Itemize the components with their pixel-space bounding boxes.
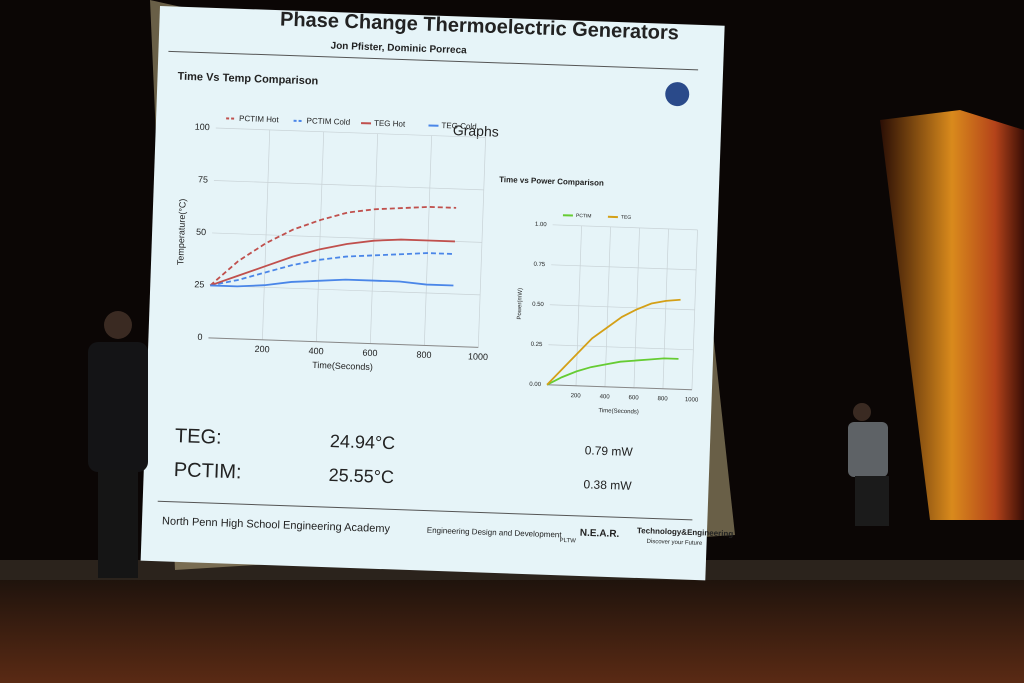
x-tick-label: 600 xyxy=(628,395,639,401)
footer-pltw: PLTW xyxy=(559,538,576,545)
title-rule xyxy=(168,50,699,71)
result-cell: 0.79 mW xyxy=(585,443,634,459)
y-axis-label: Temperature(°C) xyxy=(175,198,187,265)
grid-line xyxy=(552,224,698,231)
grid-line xyxy=(691,229,698,390)
chart: Time vs Power Comparison 0.00 0.25 0.50 0.75… xyxy=(499,175,699,415)
x-axis-label: Time(Seconds) xyxy=(598,408,639,415)
grid-line xyxy=(316,131,325,342)
series-line xyxy=(546,357,679,386)
legend-label: PCTIM Cold xyxy=(306,116,350,127)
grid-line xyxy=(575,225,582,386)
series-line xyxy=(546,298,681,386)
chart-title: Time vs Power Comparison xyxy=(499,175,604,188)
grid-line xyxy=(477,137,486,348)
result-cell: 0.38 mW xyxy=(583,477,632,493)
curtain xyxy=(880,110,1024,520)
series-line xyxy=(210,252,455,287)
y-axis-label: Power(mW) xyxy=(517,288,524,320)
x-axis-label: Time(Seconds) xyxy=(312,360,373,372)
y-tick-label: 50 xyxy=(196,227,206,237)
x-tick-label: 200 xyxy=(254,344,269,355)
chart-title: Time Vs Temp Comparison xyxy=(177,71,318,88)
result-cell: 24.94°C xyxy=(330,431,396,453)
y-tick-label: 0.75 xyxy=(533,262,546,268)
result-cell: 25.55°C xyxy=(328,465,394,487)
x-axis xyxy=(547,384,692,391)
legend-label: TEG xyxy=(621,215,632,221)
y-tick-label: 75 xyxy=(198,174,208,184)
y-tick-label: 1.00 xyxy=(535,222,548,228)
stage-front xyxy=(0,575,1024,683)
grid-line xyxy=(213,180,484,191)
slide: Phase Change Thermoelectric Generators J… xyxy=(140,6,734,581)
y-tick-label: 25 xyxy=(194,279,204,289)
grid-line xyxy=(369,133,379,344)
x-tick-label: 1000 xyxy=(468,351,488,362)
grid-line xyxy=(662,228,669,389)
y-tick-label: 0.50 xyxy=(532,302,545,308)
y-tick-label: 0 xyxy=(197,332,202,342)
result-cell: TEG: xyxy=(175,425,222,449)
legend-label: TEG Cold xyxy=(441,121,476,131)
chart: Time Vs Temp Comparison 0 25 50 75 100 200 400 6… xyxy=(175,71,488,372)
x-tick-label: 800 xyxy=(657,396,668,402)
x-tick-label: 200 xyxy=(571,393,582,399)
x-tick-label: 600 xyxy=(362,348,377,359)
slide-authors: Jon Pfister, Dominic Porreca xyxy=(330,41,467,57)
grid-line xyxy=(551,264,697,271)
results: TEG: 24.94°C 0.79 mW PCTIM: 25.55°C 0.38 mW xyxy=(173,425,634,493)
legend-label: PCTIM xyxy=(576,213,592,220)
y-tick-label: 0.25 xyxy=(531,342,544,348)
presenter-left xyxy=(88,311,148,578)
footer-te-sub: Discover your Future xyxy=(646,539,703,547)
y-tick-label: 0.00 xyxy=(529,382,542,388)
grid-line xyxy=(215,127,486,138)
legend-label: TEG Hot xyxy=(374,119,406,129)
grid-line xyxy=(549,304,695,311)
grid-line xyxy=(548,344,694,351)
footer-near: N.E.A.R. xyxy=(580,528,620,540)
x-tick-label: 1000 xyxy=(685,397,699,403)
series-line xyxy=(209,206,457,287)
grid-line xyxy=(262,129,271,340)
logo xyxy=(665,82,690,107)
result-cell: PCTIM: xyxy=(173,459,242,483)
footer-te: Technology&Engineering xyxy=(637,526,734,538)
x-tick-label: 400 xyxy=(600,394,611,400)
grid-line xyxy=(210,285,481,296)
slide-heading: Graphs xyxy=(453,122,499,140)
x-tick-label: 400 xyxy=(308,346,323,357)
legend-label: PCTIM Hot xyxy=(239,114,280,124)
series-line xyxy=(210,278,454,288)
grid-line xyxy=(604,226,611,387)
x-axis xyxy=(208,337,479,348)
presenter-right xyxy=(848,403,889,526)
x-tick-label: 800 xyxy=(416,350,431,361)
footer-rule xyxy=(157,500,693,521)
series-line xyxy=(209,238,455,287)
y-tick-label: 100 xyxy=(195,122,210,133)
